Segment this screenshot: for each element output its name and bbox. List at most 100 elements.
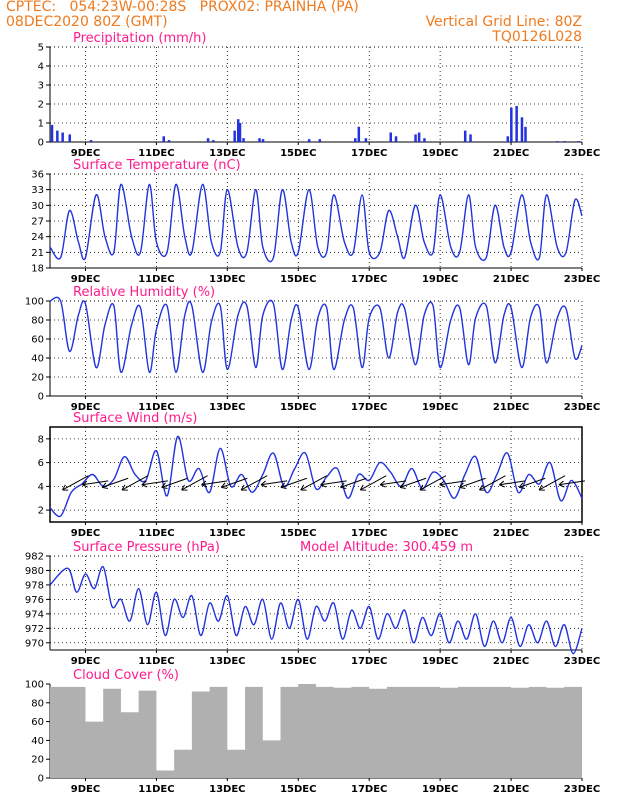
header-grid-line: Vertical Grid Line: 80Z [425, 14, 582, 30]
precip-bar [233, 130, 236, 142]
wind-arrow [181, 475, 208, 491]
wind-arrow-head [379, 480, 386, 488]
wind-arrow-head [499, 480, 505, 488]
wind-arrow [121, 475, 149, 491]
x-tick-label: 15DEC [280, 148, 316, 159]
panel-title: Surface Temperature (nC) [73, 158, 241, 173]
wind-arrow [419, 475, 447, 491]
wind-arrow [240, 475, 268, 491]
x-tick-label: 15DEC [280, 528, 316, 539]
wind-speed-line [49, 435, 583, 518]
panel-frame [49, 426, 583, 523]
precip-bar [212, 140, 215, 142]
y-tick-label: 21 [31, 248, 44, 259]
y-tick-label: 970 [25, 638, 44, 649]
wind-arrow-head [459, 482, 466, 490]
y-tick-label: 5 [38, 43, 44, 54]
precip-bar [318, 139, 322, 142]
precip-bar [414, 134, 417, 142]
wind-arrow [499, 480, 526, 486]
x-tick-label: 19DEC [422, 148, 458, 159]
wind-arrow [380, 480, 407, 486]
x-tick-label: 23DEC [564, 402, 600, 413]
wind-arrow-head [61, 484, 69, 491]
x-tick-label: 11DEC [138, 148, 174, 159]
wind-arrow-head [479, 484, 486, 491]
wind-arrow-head [280, 482, 287, 490]
series-line [49, 296, 583, 373]
wind-arrow [399, 477, 427, 488]
y-tick-label: 40 [31, 354, 44, 365]
precip-bar [417, 132, 421, 142]
wind-arrow-head [399, 482, 406, 490]
wind-arrow [340, 477, 367, 488]
wind-arrow [161, 477, 188, 488]
precip-bar [258, 138, 261, 142]
x-tick-label: 9DEC [71, 402, 100, 413]
y-tick-label: 4 [38, 62, 44, 73]
y-tick-label: 3 [38, 81, 44, 92]
precip-bar [206, 138, 210, 142]
y-tick-label: 100 [25, 680, 44, 691]
header-run-id: TQ0126L028 [492, 29, 582, 45]
wind-arrow [62, 475, 89, 491]
wind-arrow [320, 480, 347, 486]
precip-bar [68, 134, 72, 142]
precip-bar [261, 139, 265, 142]
x-tick-label: 13DEC [209, 148, 245, 159]
precip-bar [167, 140, 171, 142]
wind-arrow [221, 477, 248, 488]
y-tick-label: 80 [31, 316, 44, 327]
precip-bar [236, 119, 240, 142]
x-tick-label: 19DEC [422, 402, 458, 413]
precip-bar [357, 126, 361, 142]
wind-arrow-head [101, 482, 108, 490]
precip-bar [524, 126, 527, 142]
x-tick-label: 17DEC [351, 656, 387, 667]
precip-bar [469, 134, 472, 142]
x-tick-label: 21DEC [493, 784, 529, 795]
y-tick-label: 60 [31, 717, 44, 728]
wind-arrow-head [320, 480, 327, 488]
precip-bar [563, 141, 566, 142]
x-tick-label: 23DEC [564, 528, 600, 539]
series-line [49, 566, 583, 655]
x-tick-label: 15DEC [280, 274, 316, 285]
precip-bar [61, 132, 64, 142]
wind-arrow-head [121, 484, 128, 491]
y-tick-label: 40 [31, 736, 44, 747]
x-tick-label: 17DEC [351, 274, 387, 285]
y-tick-label: 972 [25, 624, 44, 635]
x-tick-label: 23DEC [564, 656, 600, 667]
x-tick-label: 11DEC [138, 656, 174, 667]
wind-arrow-head [419, 484, 426, 491]
precip-bar [242, 138, 245, 142]
x-tick-label: 13DEC [209, 656, 245, 667]
x-tick-label: 23DEC [564, 148, 600, 159]
wind-arrow-head [439, 480, 446, 488]
x-tick-label: 11DEC [138, 402, 174, 413]
y-tick-label: 30 [31, 201, 44, 212]
y-tick-label: 974 [25, 609, 44, 620]
y-tick-label: 0 [38, 774, 44, 785]
y-tick-label: 24 [31, 232, 44, 243]
precip-bar [463, 130, 467, 142]
wind-arrow [538, 475, 566, 491]
x-tick-label: 15DEC [280, 656, 316, 667]
series-line [49, 183, 583, 263]
x-tick-label: 9DEC [71, 656, 100, 667]
precip-bar [56, 130, 59, 142]
y-tick-label: 1 [38, 119, 44, 130]
y-tick-label: 36 [31, 170, 44, 181]
precip-bar [307, 139, 311, 142]
x-tick-label: 17DEC [351, 784, 387, 795]
precip-bar [238, 123, 242, 142]
wind-arrow-head [141, 480, 148, 488]
y-tick-label: 27 [31, 217, 44, 228]
wind-arrow [280, 477, 308, 488]
x-tick-label: 21DEC [493, 402, 529, 413]
header-station: CPTEC: 054:23W-00:28S PROX02: PRAINHA (P… [6, 0, 359, 15]
y-tick-label: 8 [38, 434, 44, 445]
precip-bar [510, 107, 513, 142]
y-tick-label: 33 [31, 185, 44, 196]
